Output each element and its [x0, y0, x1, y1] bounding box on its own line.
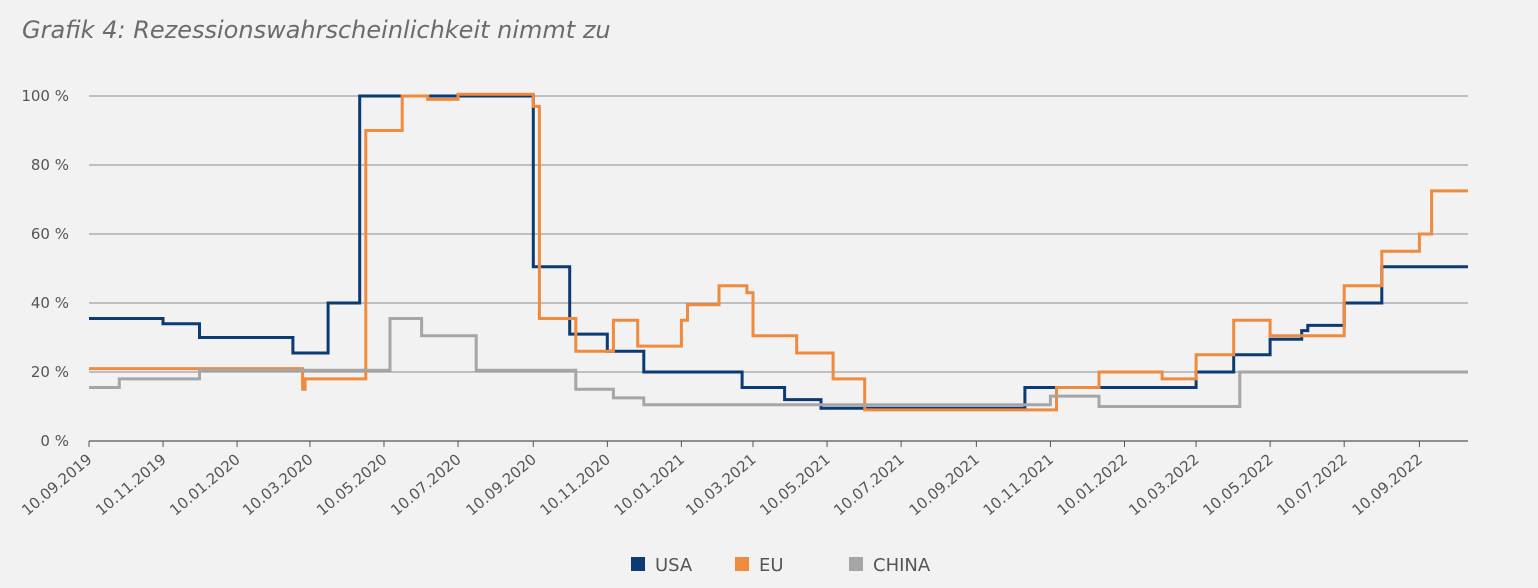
x-tick-label: 10.01.2020	[166, 450, 243, 519]
x-tick-label: 10.09.2021	[906, 450, 983, 519]
y-axis-ticks: 0 % 20 % 40 % 60 % 80 % 100 %	[21, 87, 69, 450]
x-tick-label: 10.11.2019	[92, 450, 169, 519]
x-tick-label: 10.09.2022	[1349, 450, 1426, 519]
x-tick-label: 10.05.2022	[1199, 450, 1276, 519]
series-line-china	[89, 317, 1468, 408]
y-tick-label: 80 %	[31, 156, 69, 174]
x-tick-label: 10.03.2021	[682, 450, 759, 519]
x-tick-label: 10.09.2020	[462, 450, 539, 519]
y-tick-label: 100 %	[21, 87, 69, 105]
x-tick-label: 10.05.2021	[756, 450, 833, 519]
legend: USA EU CHINA	[631, 555, 931, 576]
x-tick-label: 10.03.2022	[1125, 450, 1202, 519]
x-tick-label: 10.11.2021	[980, 450, 1057, 519]
x-tick-label: 10.01.2021	[611, 450, 688, 519]
x-tick-label: 10.05.2020	[313, 450, 390, 519]
x-tick-label: 10.09.2019	[18, 450, 95, 519]
x-tick-label: 10.11.2020	[537, 450, 614, 519]
x-tick-label: 10.07.2021	[830, 450, 907, 519]
legend-label: CHINA	[873, 555, 931, 576]
chart-title: Grafik 4: Rezessionswahrscheinlichkeit n…	[22, 16, 611, 44]
y-tick-label: 0 %	[40, 432, 69, 450]
x-tick-label: 10.03.2020	[239, 450, 316, 519]
series-lines	[89, 92, 1468, 412]
y-tick-label: 20 %	[31, 363, 69, 381]
x-tick-label: 10.07.2020	[387, 450, 464, 519]
y-tick-label: 60 %	[31, 225, 69, 243]
legend-label: USA	[655, 555, 693, 576]
grid-lines	[89, 95, 1468, 373]
x-tick-label: 10.01.2022	[1054, 450, 1131, 519]
x-axis: 10.09.201910.11.201910.01.202010.03.2020…	[18, 440, 1468, 519]
legend-swatch	[631, 557, 645, 571]
legend-label: EU	[759, 555, 784, 576]
legend-swatch	[849, 557, 863, 571]
x-tick-label: 10.07.2022	[1273, 450, 1350, 519]
series-line-eu	[89, 92, 1468, 412]
legend-swatch	[735, 557, 749, 571]
series-line-usa	[89, 94, 1468, 410]
y-tick-label: 40 %	[31, 294, 69, 312]
